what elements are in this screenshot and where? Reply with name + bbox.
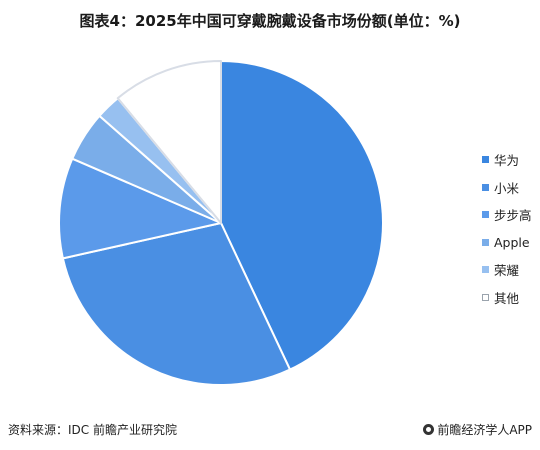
legend-label-1: 小米: [494, 180, 520, 196]
brand-label: 前瞻经济学人APP: [423, 421, 532, 438]
legend-swatch-1: [482, 183, 489, 191]
legend-item-3: Apple: [482, 229, 532, 257]
legend-label-3: Apple: [494, 234, 530, 250]
legend-swatch-3: [482, 238, 489, 246]
legend: 华为小米步步高 Apple 荣耀其他: [482, 146, 532, 311]
legend-item-1: 小米: [482, 174, 532, 202]
legend-swatch-4: [482, 266, 489, 274]
legend-item-4: 荣耀: [482, 256, 532, 284]
legend-item-2: 步步高: [482, 201, 532, 229]
legend-label-2: 步步高: [494, 208, 532, 224]
brand-logo-icon: [423, 424, 435, 435]
legend-label-0: 华为: [494, 153, 520, 169]
pie-slice-1: [61, 222, 291, 386]
chart-title: 图表4：2025年中国可穿戴腕戴设备市场份额(单位：%): [79, 12, 461, 30]
pie-slice-0: [220, 60, 384, 371]
pie-slice-5: [116, 60, 222, 224]
legend-swatch-0: [482, 156, 489, 164]
legend-swatch-5: [482, 293, 489, 301]
brand-text: 前瞻经济学人APP: [437, 423, 532, 437]
pie-slice-2: [58, 157, 222, 260]
legend-swatch-2: [482, 211, 489, 219]
legend-item-5: 其他: [482, 284, 532, 312]
source-note: 资料来源：IDC 前瞻产业研究院: [8, 423, 177, 437]
legend-label-4: 荣耀: [494, 263, 520, 279]
legend-label-5: 其他: [494, 290, 520, 306]
legend-item-0: 华为: [482, 146, 532, 174]
